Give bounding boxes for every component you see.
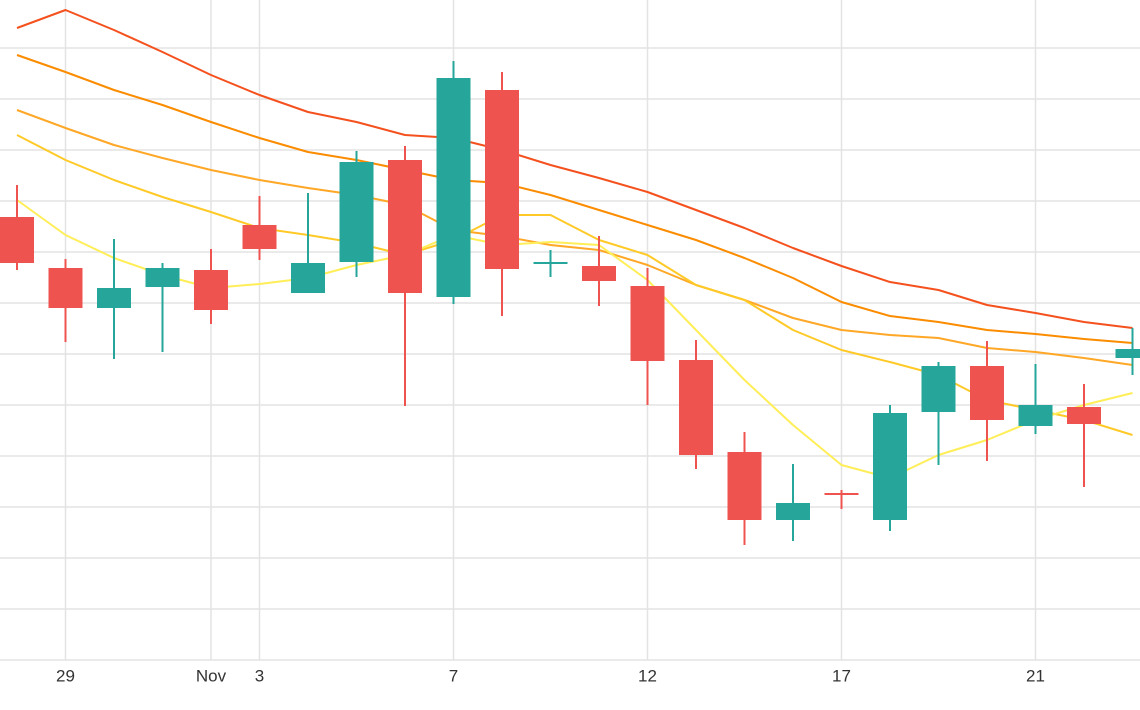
- candle-body: [388, 160, 422, 293]
- moving-average-line: [16, 54, 1133, 344]
- candle-body: [0, 217, 34, 263]
- x-tick-label: 17: [832, 666, 851, 685]
- x-tick-label: 7: [449, 666, 458, 685]
- x-tick-label: Nov: [196, 666, 227, 685]
- candle-body: [533, 262, 568, 264]
- candle-body: [776, 503, 810, 520]
- candle-body: [727, 452, 762, 520]
- x-axis: 29 Nov 3 7 12 17 21: [56, 666, 1045, 685]
- x-tick-label: 12: [638, 666, 657, 685]
- candle-body: [291, 263, 325, 293]
- candle-body: [242, 225, 277, 249]
- candle-body: [194, 270, 228, 310]
- candle-body: [145, 268, 180, 287]
- candle-body: [1115, 349, 1140, 358]
- x-tick-label: 29: [56, 666, 75, 685]
- moving-average-line: [16, 109, 1133, 366]
- candle-body: [824, 493, 859, 495]
- grid: [0, 0, 1140, 661]
- candle-body: [970, 366, 1004, 420]
- x-tick-label: 3: [255, 666, 264, 685]
- candle-body: [97, 288, 131, 308]
- candle-body: [679, 360, 713, 455]
- candle-body: [48, 268, 83, 308]
- candle-body: [485, 90, 519, 269]
- candle-body: [873, 413, 907, 520]
- candles: [0, 61, 1140, 545]
- moving-average-line: [16, 9, 1133, 329]
- moving-average-line: [16, 199, 1133, 479]
- candle-body: [1067, 407, 1101, 424]
- candle-body: [582, 266, 616, 281]
- candle-body: [339, 162, 374, 262]
- candle-body: [630, 286, 665, 361]
- candle-body: [921, 366, 956, 412]
- moving-averages: [16, 9, 1133, 479]
- candle-body: [1018, 405, 1053, 426]
- candle-body: [436, 78, 471, 297]
- x-tick-label: 21: [1026, 666, 1045, 685]
- moving-average-line: [16, 134, 1133, 436]
